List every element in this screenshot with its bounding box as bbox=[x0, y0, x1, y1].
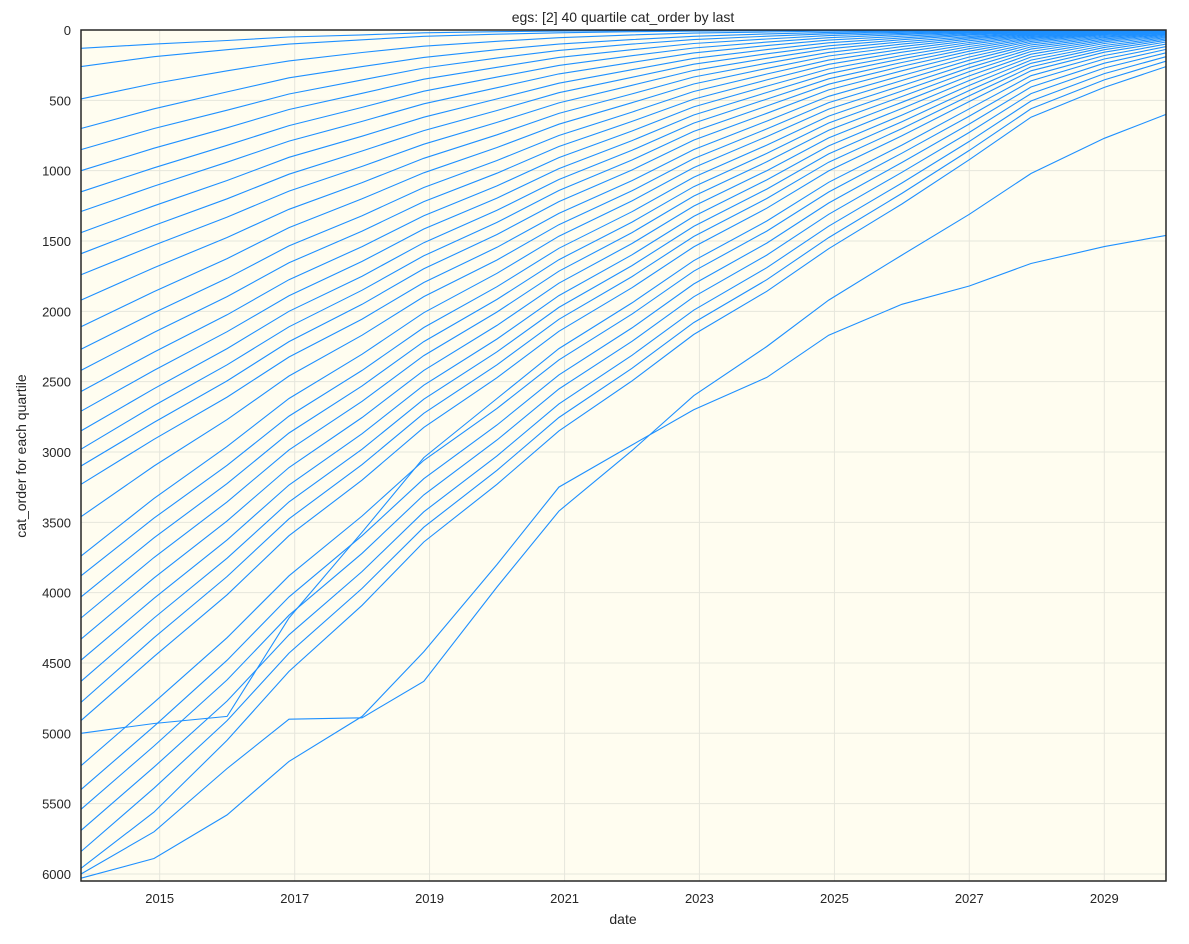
y-tick-label: 1500 bbox=[42, 234, 71, 249]
plot-frame bbox=[80, 29, 1167, 882]
quantile-line-27 bbox=[80, 35, 1167, 640]
quantile-line-33 bbox=[80, 46, 1167, 767]
y-tick-label: 3000 bbox=[42, 445, 71, 460]
quantile-line-39 bbox=[80, 113, 1167, 875]
y-tick-label: 4000 bbox=[42, 586, 71, 601]
quantile-line-30 bbox=[80, 39, 1167, 703]
quantile-line-19 bbox=[80, 30, 1167, 450]
quantile-line-18 bbox=[80, 30, 1167, 432]
quantile-line-31 bbox=[80, 41, 1167, 722]
y-tick-label: 6000 bbox=[42, 867, 71, 882]
quantile-line-14 bbox=[80, 30, 1167, 350]
x-tick-label: 2029 bbox=[1090, 891, 1119, 906]
y-axis-label: cat_order for each quartile bbox=[13, 374, 29, 538]
quantile-line-15 bbox=[80, 30, 1167, 371]
quantile-line-25 bbox=[80, 34, 1167, 598]
x-tick-label: 2021 bbox=[550, 891, 579, 906]
quantile-line-36 bbox=[80, 56, 1167, 831]
quantile-line-38 bbox=[80, 66, 1167, 869]
quantile-line-10 bbox=[80, 29, 1167, 255]
y-tick-labels: 0 500 1000 1500 2000 2500 3000 3500 4000 4500 5000… bbox=[42, 23, 71, 882]
y-tick-label: 500 bbox=[49, 93, 71, 108]
y-tick-label: 2000 bbox=[42, 304, 71, 319]
x-tick-label: 2027 bbox=[955, 891, 984, 906]
x-tick-label: 2023 bbox=[685, 891, 714, 906]
quantile-line-32 bbox=[80, 43, 1167, 734]
quantile-line-22 bbox=[80, 32, 1167, 518]
quantile-line-37 bbox=[80, 60, 1167, 852]
quantile-line-28 bbox=[80, 37, 1167, 661]
quantile-line-34 bbox=[80, 48, 1167, 791]
quantile-line-6 bbox=[80, 29, 1167, 172]
y-tick-label: 0 bbox=[64, 23, 71, 38]
quantile-line-40 bbox=[80, 234, 1167, 879]
quantile-line-12 bbox=[80, 29, 1167, 301]
x-tick-labels: 2015 2017 2019 2021 2023 2025 2027 2029 bbox=[145, 891, 1119, 906]
quantile-line-17 bbox=[80, 30, 1167, 412]
quantile-line-21 bbox=[80, 31, 1167, 485]
quantile-line-8 bbox=[80, 29, 1167, 213]
quantile-line-9 bbox=[80, 29, 1167, 234]
x-tick-label: 2025 bbox=[820, 891, 849, 906]
y-tick-label: 4500 bbox=[42, 656, 71, 671]
x-axis-label: date bbox=[609, 911, 636, 927]
x-tick-label: 2017 bbox=[280, 891, 309, 906]
quantile-line-29 bbox=[80, 38, 1167, 682]
quantile-line-35 bbox=[80, 52, 1167, 810]
quantile-line-26 bbox=[80, 34, 1167, 619]
quantile-line-13 bbox=[80, 29, 1167, 328]
quantile-line-23 bbox=[80, 32, 1167, 557]
quantile-line-24 bbox=[80, 33, 1167, 577]
x-tick-label: 2015 bbox=[145, 891, 174, 906]
y-tick-label: 2500 bbox=[42, 375, 71, 390]
quantile-line-7 bbox=[80, 29, 1167, 193]
quantile-line-11 bbox=[80, 29, 1167, 276]
plot-background bbox=[81, 30, 1166, 881]
y-tick-label: 5500 bbox=[42, 797, 71, 812]
quantile-line-20 bbox=[80, 31, 1167, 467]
x-tick-label: 2019 bbox=[415, 891, 444, 906]
chart-title: egs: [2] 40 quartile cat_order by last bbox=[512, 9, 735, 25]
y-tick-label: 5000 bbox=[42, 726, 71, 741]
y-tick-label: 3500 bbox=[42, 515, 71, 530]
quantile-line-16 bbox=[80, 30, 1167, 392]
y-tick-label: 1000 bbox=[42, 164, 71, 179]
